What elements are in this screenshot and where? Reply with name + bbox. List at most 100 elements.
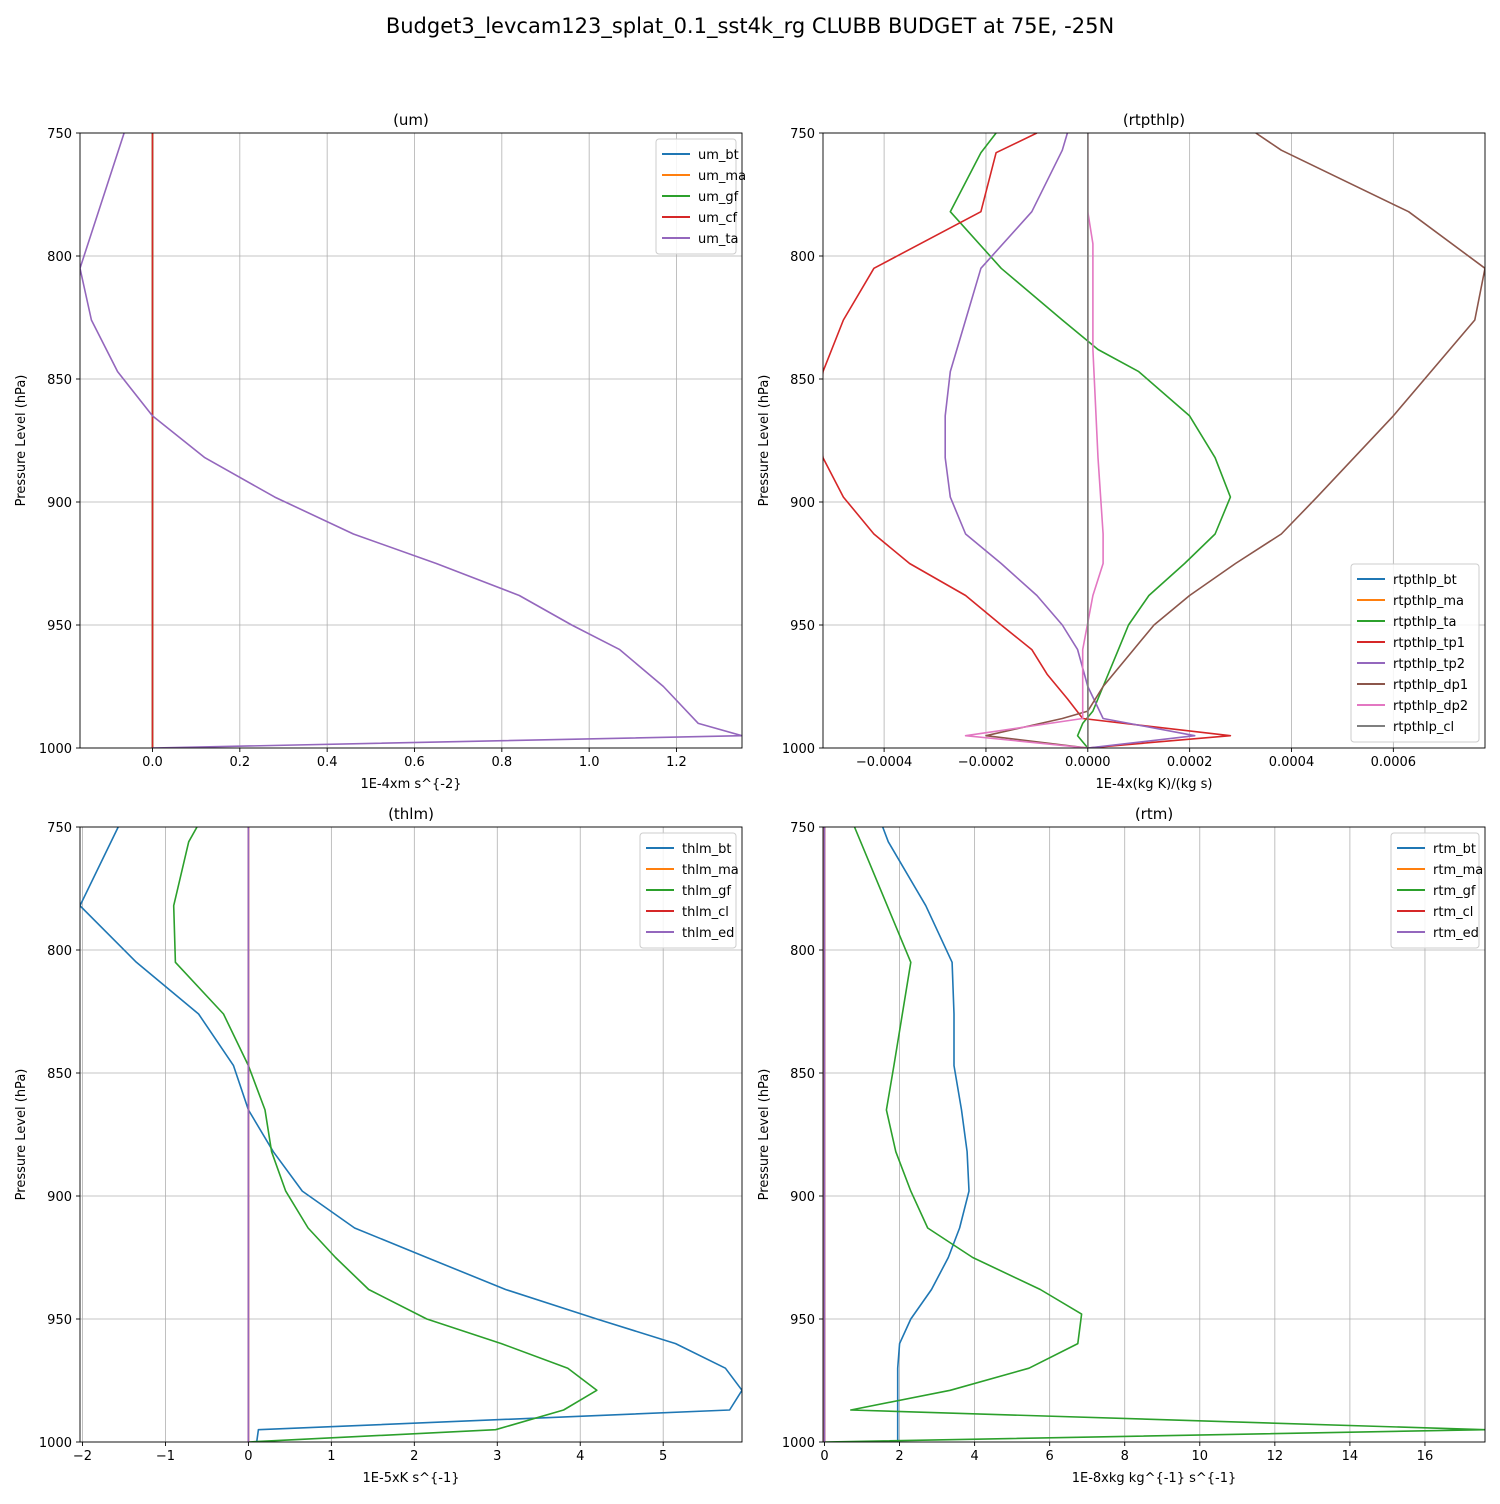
x-tick-label: 1.0 [579, 755, 600, 770]
figure-title: Budget3_levcam123_splat_0.1_sst4k_rg CLU… [385, 14, 1115, 38]
y-axis-label: Pressure Level (hPa) [757, 1069, 772, 1201]
y-tick-label: 900 [47, 496, 72, 511]
legend-box [639, 832, 737, 949]
y-tick-label: 1000 [782, 1436, 815, 1451]
subplot-0: 0.0 0.2 0.4 0.6 0.8 1.0 1.2 750 800 850 900 950 1000… [14, 111, 746, 792]
series-group [80, 133, 742, 748]
x-tick-label: 0.4 [317, 755, 338, 770]
legend-label-rtpthlp_dp2: rtpthlp_dp2 [1393, 699, 1468, 714]
y-axis-label: Pressure Level (hPa) [14, 1069, 29, 1201]
x-tick-label: 0.0006 [1371, 755, 1417, 770]
y-tick-label: 750 [790, 127, 815, 142]
series-group [823, 827, 1485, 1442]
legend-label-rtpthlp_tp2: rtpthlp_tp2 [1393, 657, 1465, 672]
y-tick-label: 800 [47, 250, 72, 265]
x-axis-label: 1E-4x(kg K)/(kg s) [1096, 777, 1213, 792]
legend-label-um_cf: um_cf [698, 211, 738, 226]
y-tick-label: 850 [47, 373, 72, 388]
series-line-thlm_bt [80, 827, 742, 1442]
subplot-title: (rtpthlp) [1123, 111, 1185, 129]
subplot-1: −0.0004 −0.0002 0.0000 0.0002 0.0004 0.0006 75… [757, 111, 1486, 792]
legend-label-rtm_cl: rtm_cl [1433, 905, 1473, 920]
legend-label-thlm_cl: thlm_cl [682, 905, 729, 920]
x-tick-label: 4 [576, 1449, 584, 1464]
x-tick-label: 0.2 [229, 755, 250, 770]
series-line-um_ta [80, 133, 742, 748]
subplot-2: −2 −1 0 1 2 3 4 5 750 800 850 900 950 1000 (thlm) 1E-5x… [14, 805, 743, 1486]
x-tick-label: 0.8 [491, 755, 512, 770]
subplot-title: (rtm) [1135, 805, 1173, 823]
x-tick-label: 0.0000 [1065, 755, 1111, 770]
x-tick-label: −0.0002 [958, 755, 1014, 770]
legend-label-rtpthlp_dp1: rtpthlp_dp1 [1393, 678, 1468, 693]
series-line-thlm_gf [172, 827, 598, 1442]
series-line-rtpthlp_dp2 [964, 133, 1104, 748]
y-tick-label: 1000 [39, 1436, 72, 1451]
y-tick-label: 850 [790, 1067, 815, 1082]
y-tick-label: 950 [47, 1313, 72, 1328]
y-tick-label: 750 [790, 821, 815, 836]
y-tick-label: 850 [790, 373, 815, 388]
x-tick-label: 0.0 [142, 755, 163, 770]
x-tick-label: −1 [156, 1449, 175, 1464]
subplot-3: 0 2 4 6 8 10 12 14 16 750 800 850 900 950 1000 (rtm) 1E-… [757, 805, 1486, 1486]
legend-label-rtpthlp_cl: rtpthlp_cl [1393, 720, 1454, 735]
x-tick-label: 12 [1267, 1449, 1284, 1464]
legend-box [1350, 563, 1480, 743]
series-group [80, 827, 742, 1442]
legend-label-um_ma: um_ma [698, 169, 746, 184]
x-tick-label: 16 [1417, 1449, 1434, 1464]
subplot-title: (thlm) [388, 805, 434, 823]
x-tick-label: 8 [1121, 1449, 1129, 1464]
x-tick-label: 5 [659, 1449, 667, 1464]
x-tick-label: 0 [820, 1449, 828, 1464]
legend-label-rtpthlp_tp1: rtpthlp_tp1 [1393, 636, 1465, 651]
x-tick-label: 4 [970, 1449, 978, 1464]
legend-box [655, 138, 737, 255]
y-tick-label: 800 [790, 250, 815, 265]
legend: rtpthlp_bt rtpthlp_ma rtpthlp_ta rtpthlp_tp… [1350, 563, 1480, 743]
legend-label-rtm_ma: rtm_ma [1433, 863, 1483, 878]
legend: thlm_bt thlm_ma thlm_gf thlm_cl thlm_ed [639, 832, 739, 949]
legend-box [1390, 832, 1480, 949]
legend-label-thlm_bt: thlm_bt [682, 842, 731, 857]
y-tick-label: 900 [47, 1190, 72, 1205]
x-tick-label: 3 [493, 1449, 501, 1464]
y-tick-label: 950 [790, 1313, 815, 1328]
y-tick-label: 1000 [39, 742, 72, 757]
axes-frame [822, 826, 1486, 1443]
y-tick-label: 1000 [782, 742, 815, 757]
subplot-title: (um) [393, 111, 429, 129]
axes-frame [822, 132, 1486, 749]
x-tick-label: −0.0004 [856, 755, 912, 770]
series-line-rtpthlp_tp1 [823, 133, 1232, 748]
axes-frame [79, 132, 743, 749]
y-tick-label: 900 [790, 1190, 815, 1205]
y-tick-label: 750 [47, 821, 72, 836]
x-axis-label: 1E-8xkg kg^{-1} s^{-1} [1072, 1471, 1237, 1486]
legend-label-rtm_ed: rtm_ed [1433, 926, 1479, 941]
legend-label-rtm_bt: rtm_bt [1433, 842, 1476, 857]
y-tick-label: 800 [47, 944, 72, 959]
legend: rtm_bt rtm_ma rtm_gf rtm_cl rtm_ed [1390, 832, 1483, 949]
legend-label-rtm_gf: rtm_gf [1433, 884, 1476, 899]
x-tick-label: 0.0002 [1167, 755, 1213, 770]
legend-label-thlm_gf: thlm_gf [682, 884, 731, 899]
y-tick-label: 800 [790, 944, 815, 959]
x-axis-label: 1E-4xm s^{-2} [360, 777, 461, 792]
legend: um_bt um_ma um_gf um_cf um_ta [655, 138, 746, 255]
x-tick-label: 0 [244, 1449, 252, 1464]
series-line-rtpthlp_ta [949, 133, 1232, 748]
series-line-rtpthlp_tp2 [944, 133, 1196, 748]
x-tick-label: 10 [1192, 1449, 1209, 1464]
legend-label-rtpthlp_ta: rtpthlp_ta [1393, 615, 1456, 630]
legend-label-thlm_ed: thlm_ed [682, 926, 734, 941]
x-axis-label: 1E-5xK s^{-1} [363, 1471, 460, 1486]
x-tick-label: 1 [327, 1449, 335, 1464]
axes-frame [79, 826, 743, 1443]
legend-label-rtpthlp_ma: rtpthlp_ma [1393, 594, 1464, 609]
x-tick-label: 2 [895, 1449, 903, 1464]
y-tick-label: 750 [47, 127, 72, 142]
